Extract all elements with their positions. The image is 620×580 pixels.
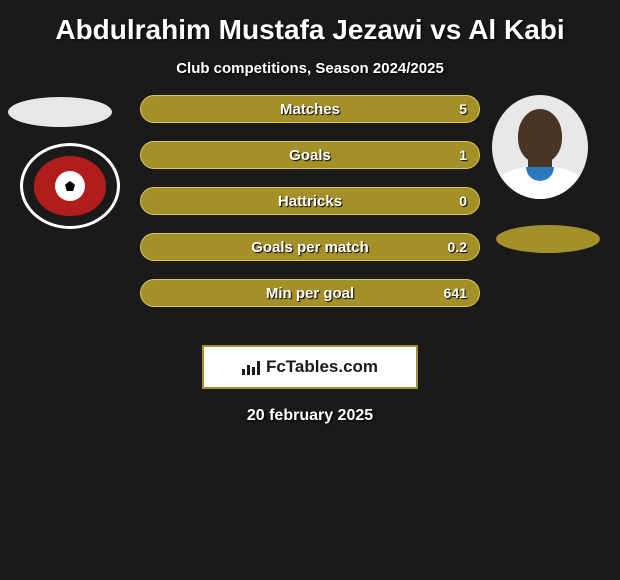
- bar-chart-icon: [242, 359, 260, 375]
- player2-avatar: [492, 95, 588, 199]
- stat-label: Hattricks: [141, 193, 479, 210]
- brand-text: FcTables.com: [266, 357, 378, 377]
- stat-label: Goals per match: [141, 239, 479, 256]
- stat-row-goals: Goals 1: [140, 141, 480, 169]
- stat-label: Min per goal: [141, 285, 479, 302]
- stat-row-hattricks: Hattricks 0: [140, 187, 480, 215]
- stat-value-right: 0.2: [448, 239, 467, 255]
- player1-avatar-placeholder: [8, 97, 112, 127]
- date-label: 20 february 2025: [0, 407, 620, 425]
- stat-value-right: 0: [459, 193, 467, 209]
- stat-value-right: 641: [444, 285, 467, 301]
- soccer-ball-icon: [55, 171, 85, 201]
- stat-row-goals-per-match: Goals per match 0.2: [140, 233, 480, 261]
- stats-list: Matches 5 Goals 1 Hattricks 0 Goals per …: [140, 95, 480, 325]
- avatar-head: [518, 109, 562, 163]
- club-shield-icon: [34, 156, 106, 216]
- comparison-area: Matches 5 Goals 1 Hattricks 0 Goals per …: [0, 95, 620, 335]
- subtitle: Club competitions, Season 2024/2025: [0, 60, 620, 77]
- stat-label: Goals: [141, 147, 479, 164]
- player1-club-badge: [20, 143, 120, 229]
- stat-row-min-per-goal: Min per goal 641: [140, 279, 480, 307]
- stat-label: Matches: [141, 101, 479, 118]
- page-title: Abdulrahim Mustafa Jezawi vs Al Kabi: [0, 0, 620, 46]
- brand-link[interactable]: FcTables.com: [202, 345, 418, 389]
- player2-ellipse: [496, 225, 600, 253]
- stat-row-matches: Matches 5: [140, 95, 480, 123]
- stat-value-right: 1: [459, 147, 467, 163]
- stat-value-right: 5: [459, 101, 467, 117]
